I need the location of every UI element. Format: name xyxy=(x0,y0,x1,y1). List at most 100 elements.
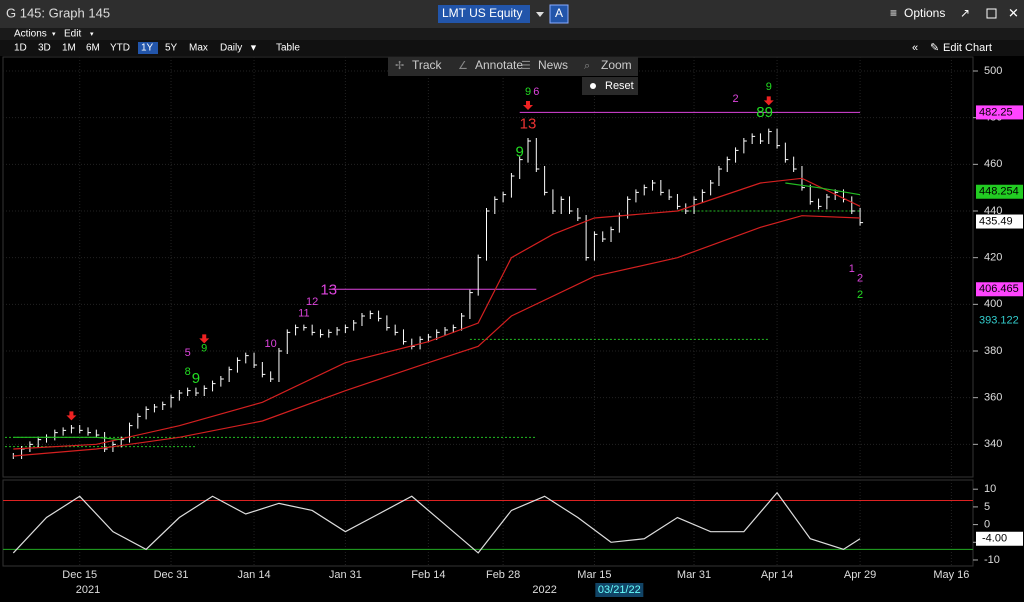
annotation: 2 xyxy=(732,93,738,105)
range-button[interactable]: 1Y xyxy=(141,43,154,54)
menu-item[interactable]: Actions xyxy=(14,29,47,40)
price-bar xyxy=(278,348,282,382)
chart-tool[interactable]: News xyxy=(538,58,568,72)
price-bar xyxy=(245,352,249,364)
annotation: 9 xyxy=(525,86,531,98)
price-bar xyxy=(378,310,382,322)
ticker-dropdown[interactable] xyxy=(536,12,544,17)
osc-panel xyxy=(2,479,974,567)
price-bar xyxy=(361,313,365,326)
maximize[interactable] xyxy=(986,8,997,19)
price-bar xyxy=(311,324,316,336)
price-bar xyxy=(569,196,573,214)
annotation: 8 xyxy=(185,366,191,378)
price-bar xyxy=(759,133,764,144)
price-bar xyxy=(593,231,598,261)
annotation: 9 xyxy=(201,343,207,355)
price-tag-label: 406.465 xyxy=(979,283,1019,295)
range-active xyxy=(138,42,158,54)
price-bar xyxy=(62,427,67,436)
annotation: 9 xyxy=(766,81,772,93)
edit-icon: ✎ xyxy=(930,42,939,54)
tool-icon: ☰ xyxy=(521,60,531,72)
ticker-box[interactable] xyxy=(438,5,530,23)
osc-tag xyxy=(976,531,1023,546)
range-button[interactable]: 3D xyxy=(38,43,51,54)
tool-icon: ✢ xyxy=(395,60,404,72)
tool-icon: ⌕ xyxy=(584,60,590,72)
range-button[interactable]: Max xyxy=(189,43,208,54)
annotation: 5 xyxy=(185,347,191,359)
popout[interactable]: ↗ xyxy=(960,6,970,20)
price-bar xyxy=(386,315,390,331)
series-line xyxy=(13,436,122,441)
period[interactable]: Daily xyxy=(220,43,242,54)
range-button[interactable]: 1M xyxy=(62,43,76,54)
x-tick-label: Dec 31 xyxy=(154,569,189,581)
ticker-tag[interactable]: A xyxy=(555,6,563,20)
collapse[interactable]: « xyxy=(912,42,918,54)
price-bar xyxy=(710,180,714,196)
osc-tag-label: -4.00 xyxy=(982,533,1007,545)
range-button[interactable]: 5Y xyxy=(165,43,178,54)
price-bar xyxy=(552,189,556,214)
price-bar xyxy=(87,427,92,436)
price-bar xyxy=(776,128,781,149)
cursor-date: 03/21/22 xyxy=(598,584,641,596)
price-bar xyxy=(286,329,291,354)
x-tick-label: Feb 14 xyxy=(411,569,445,581)
price-bar xyxy=(153,404,158,413)
x-tick-label: Feb 28 xyxy=(486,569,520,581)
annotation: 2 xyxy=(857,289,863,301)
ticker-tag-box[interactable] xyxy=(549,4,569,24)
range-button[interactable]: 6M xyxy=(86,43,100,54)
price-bar xyxy=(37,436,42,448)
menu-item[interactable]: Edit xyxy=(64,29,81,40)
x-tick-label: Apr 29 xyxy=(844,569,876,581)
price-bar xyxy=(519,156,523,179)
options[interactable]: Options xyxy=(904,6,945,20)
annotation: 9 xyxy=(765,104,773,121)
cursor-box xyxy=(595,583,644,597)
annotation: 12 xyxy=(306,296,318,308)
range-button[interactable]: 1D xyxy=(14,43,27,54)
reset-box[interactable] xyxy=(582,77,638,95)
x-tick-label: Mar 15 xyxy=(577,569,611,581)
range-button[interactable]: YTD xyxy=(110,43,130,54)
price-bar xyxy=(344,324,349,333)
price-bar xyxy=(369,310,374,319)
y-tick-label: 420 xyxy=(984,252,1002,264)
price-bar xyxy=(784,142,789,163)
price-tag xyxy=(976,184,1023,199)
price-bar xyxy=(768,128,772,144)
price-bar xyxy=(212,380,216,392)
x-tick-label: May 16 xyxy=(933,569,969,581)
chart-tool[interactable]: Track xyxy=(412,58,443,72)
reset[interactable]: Reset xyxy=(605,80,634,92)
price-bar xyxy=(29,441,33,452)
price-bar xyxy=(70,425,75,434)
close[interactable]: ✕ xyxy=(1008,5,1019,20)
price-bar xyxy=(826,194,830,210)
chart-tool[interactable]: Zoom xyxy=(601,58,632,72)
year-label: 2022 xyxy=(532,584,556,596)
price-tag-label: 448.254 xyxy=(979,186,1019,198)
price-bar xyxy=(319,329,324,338)
menu-bar xyxy=(0,28,1024,40)
price-bar xyxy=(170,394,175,408)
window-title: G 145: Graph 145 xyxy=(6,5,110,20)
price-bar xyxy=(427,334,432,343)
edit-chart[interactable]: Edit Chart xyxy=(943,42,992,54)
price-bar xyxy=(660,180,664,196)
price-bar xyxy=(228,366,233,382)
series-line xyxy=(785,182,861,196)
price-bar xyxy=(652,180,656,191)
price-bar xyxy=(602,231,606,242)
annotation: 13 xyxy=(320,281,337,298)
table[interactable]: Table xyxy=(276,43,300,54)
price-bar xyxy=(178,390,183,401)
ticker[interactable]: LMT US Equity xyxy=(442,6,522,20)
price-bar xyxy=(494,196,498,214)
sell-signal xyxy=(199,334,210,344)
chart-tool[interactable]: Annotate xyxy=(475,58,523,72)
